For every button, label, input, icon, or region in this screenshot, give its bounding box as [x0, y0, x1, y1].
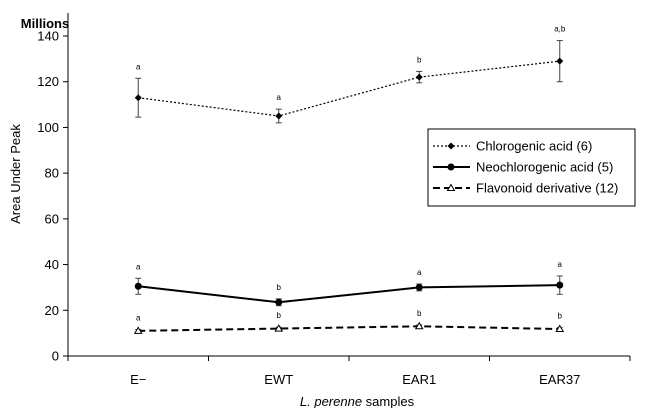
legend-marker	[447, 163, 455, 171]
series-group: a a b a,b a b a a a b b b	[133, 25, 566, 334]
series-solid: a b a a	[134, 260, 564, 307]
significance-label: b	[277, 283, 282, 292]
data-point	[556, 281, 564, 289]
significance-label: b	[277, 311, 282, 320]
legend-marker	[446, 183, 456, 191]
data-point	[415, 283, 423, 291]
y-axis-unit: Millions	[21, 16, 69, 31]
significance-label: a	[558, 260, 563, 269]
data-point	[274, 324, 284, 332]
x-axis-label: L. perenne samples	[300, 394, 415, 408]
data-point	[275, 112, 283, 120]
legend-entry: Flavonoid derivative (12)	[476, 181, 618, 196]
significance-label: a,b	[554, 25, 566, 34]
x-ticks: E− EWT EAR1 EAR37	[67, 356, 631, 387]
data-point	[555, 324, 565, 333]
y-tick-label: 100	[37, 120, 59, 135]
x-tick-label: EAR1	[402, 372, 436, 387]
significance-label: a	[136, 262, 141, 271]
x-tick-label: EWT	[264, 372, 293, 387]
data-point	[134, 94, 142, 102]
data-point	[556, 57, 564, 65]
y-tick-label: 60	[45, 211, 59, 226]
significance-label: b	[558, 312, 563, 321]
y-tick-label: 0	[52, 349, 59, 364]
significance-label: a	[277, 93, 282, 102]
y-axis-label: Area Under Peak	[8, 124, 23, 224]
data-point	[133, 326, 143, 334]
series-line	[138, 60, 560, 117]
data-point	[414, 321, 424, 330]
data-point	[275, 298, 283, 306]
y-tick-label: 40	[45, 257, 59, 272]
legend-entry: Neochlorogenic acid (5)	[476, 160, 613, 175]
y-tick-label: 80	[45, 166, 59, 181]
data-point	[415, 73, 423, 81]
significance-label: a	[417, 268, 422, 277]
legend-entry: Chlorogenic acid (6)	[476, 139, 592, 154]
significance-label: a	[136, 313, 141, 322]
x-tick-label: EAR37	[539, 372, 580, 387]
x-tick-label: E−	[130, 372, 146, 387]
series-line	[138, 284, 560, 304]
legend: Chlorogenic acid (6) Neochlorogenic acid …	[427, 128, 636, 207]
y-tick-label: 120	[37, 74, 59, 89]
legend-marker	[447, 142, 455, 150]
significance-label: b	[417, 55, 422, 64]
significance-label: a	[136, 62, 141, 71]
series-dotted: a a b a,b	[134, 25, 566, 124]
series-line	[138, 325, 560, 332]
y-tick-label: 140	[37, 29, 59, 44]
y-ticks: 0 20 40 60 80 100 120 140	[37, 29, 68, 364]
x-axis-label-italic: L. perenne	[300, 394, 362, 408]
significance-label: b	[417, 309, 422, 318]
data-point	[134, 282, 142, 290]
y-tick-label: 20	[45, 303, 59, 318]
x-axis-label-rest: samples	[362, 394, 415, 408]
